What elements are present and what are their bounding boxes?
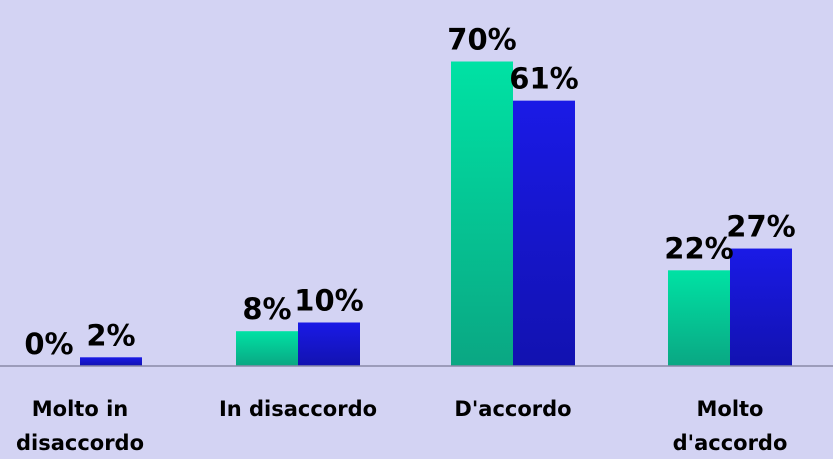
bar-series2-cat1 xyxy=(80,357,142,366)
category-label-3-line-1: D'accordo xyxy=(454,397,571,421)
category-labels-group: Molto in disaccordo In disaccordo D'accordo… xyxy=(16,397,787,455)
category-label-1-line-1: Molto in xyxy=(32,397,128,421)
category-label-4-line-2: d'accordo xyxy=(673,431,788,455)
value-label-series2-cat1: 2% xyxy=(86,318,135,352)
bar-series2-cat3 xyxy=(513,100,575,367)
bar-series1-cat2 xyxy=(236,331,298,366)
category-label-4-line-1: Molto xyxy=(697,397,764,421)
bar-series1-cat4 xyxy=(668,270,730,366)
value-label-series1-cat4: 22% xyxy=(664,231,733,265)
value-label-series1-cat1: 0% xyxy=(24,327,73,361)
value-label-series1-cat2: 8% xyxy=(242,292,291,326)
value-labels-group: 0% 2% 8% 10% 70% 61% 22%27% xyxy=(24,23,795,362)
value-label-series2-cat2: 10% xyxy=(294,284,363,318)
value-label-series2-cat4: 27% xyxy=(726,210,795,244)
category-label-2-line-1: In disaccordo xyxy=(219,397,377,421)
value-label-series1-cat3: 70% xyxy=(447,23,516,57)
value-label-series2-cat3: 61% xyxy=(509,62,578,96)
bar-series2-cat2 xyxy=(298,322,360,366)
category-label-1-line-2: disaccordo xyxy=(16,431,144,455)
bar-series1-cat3 xyxy=(451,61,513,366)
bars-group xyxy=(80,61,792,367)
bar-series2-cat4 xyxy=(730,248,792,366)
